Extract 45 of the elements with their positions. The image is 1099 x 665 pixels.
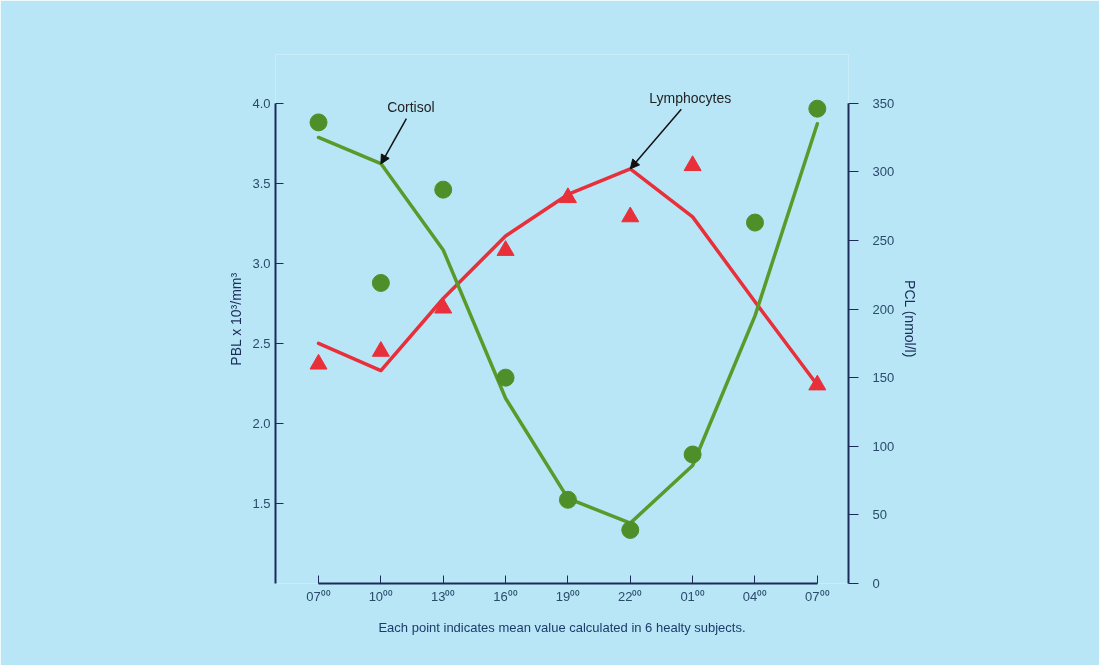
annotation: Lymphocytes: [649, 90, 732, 107]
x-tick-label: 13⁰⁰: [430, 588, 456, 604]
point: [434, 297, 453, 314]
y2-tick-label: 250: [872, 232, 895, 248]
y2-tick-label: 350: [872, 95, 895, 111]
point: [371, 341, 390, 357]
x-tick-label: 16⁰⁰: [493, 588, 518, 604]
x-tick-label: 04⁰⁰: [742, 588, 768, 604]
point: [683, 155, 702, 172]
y2-tick-label: 100: [872, 438, 895, 454]
point: [621, 521, 640, 539]
point: [309, 113, 328, 132]
y2-tick-label: 200: [872, 301, 895, 317]
point: [309, 353, 328, 370]
point: [558, 490, 577, 509]
x-tick-label: 01⁰⁰: [680, 588, 705, 604]
annotation: Cortisol: [387, 99, 435, 116]
point: [808, 99, 827, 118]
y2-tick-label: 0: [872, 576, 880, 591]
y-tick-label: 2.0: [252, 415, 271, 431]
point: [434, 180, 453, 199]
y-tick-label: 1.5: [252, 495, 271, 511]
x-tick-label: 07⁰⁰: [805, 588, 830, 604]
y-tick-label: 4.0: [252, 95, 271, 111]
point: [496, 240, 515, 256]
point: [496, 368, 515, 387]
y-tick-label: 3.5: [252, 175, 271, 191]
text: Each point indicates mean value calculated in 6 healty subjects.: [378, 619, 746, 635]
point: [621, 206, 640, 223]
y-tick-label: 2.5: [252, 335, 271, 351]
x-tick-label: 22⁰⁰: [618, 588, 643, 604]
point: [745, 213, 764, 232]
x-tick-label: 10⁰⁰: [368, 588, 394, 604]
point: [558, 187, 577, 204]
point: [808, 374, 827, 391]
point: [683, 445, 702, 464]
y-tick-label: 3.0: [252, 255, 271, 271]
point: [371, 273, 390, 292]
y2-axis-title: PCL (nmol/l): [902, 280, 919, 358]
y2-tick-label: 150: [872, 370, 895, 386]
x-tick-label: 19⁰⁰: [555, 588, 581, 604]
y2-tick-label: 300: [872, 164, 895, 180]
y2-tick-label: 50: [872, 507, 887, 523]
y-axis-title: PBL x 10³/mm³: [228, 272, 245, 366]
x-tick-label: 07⁰⁰: [306, 588, 331, 604]
